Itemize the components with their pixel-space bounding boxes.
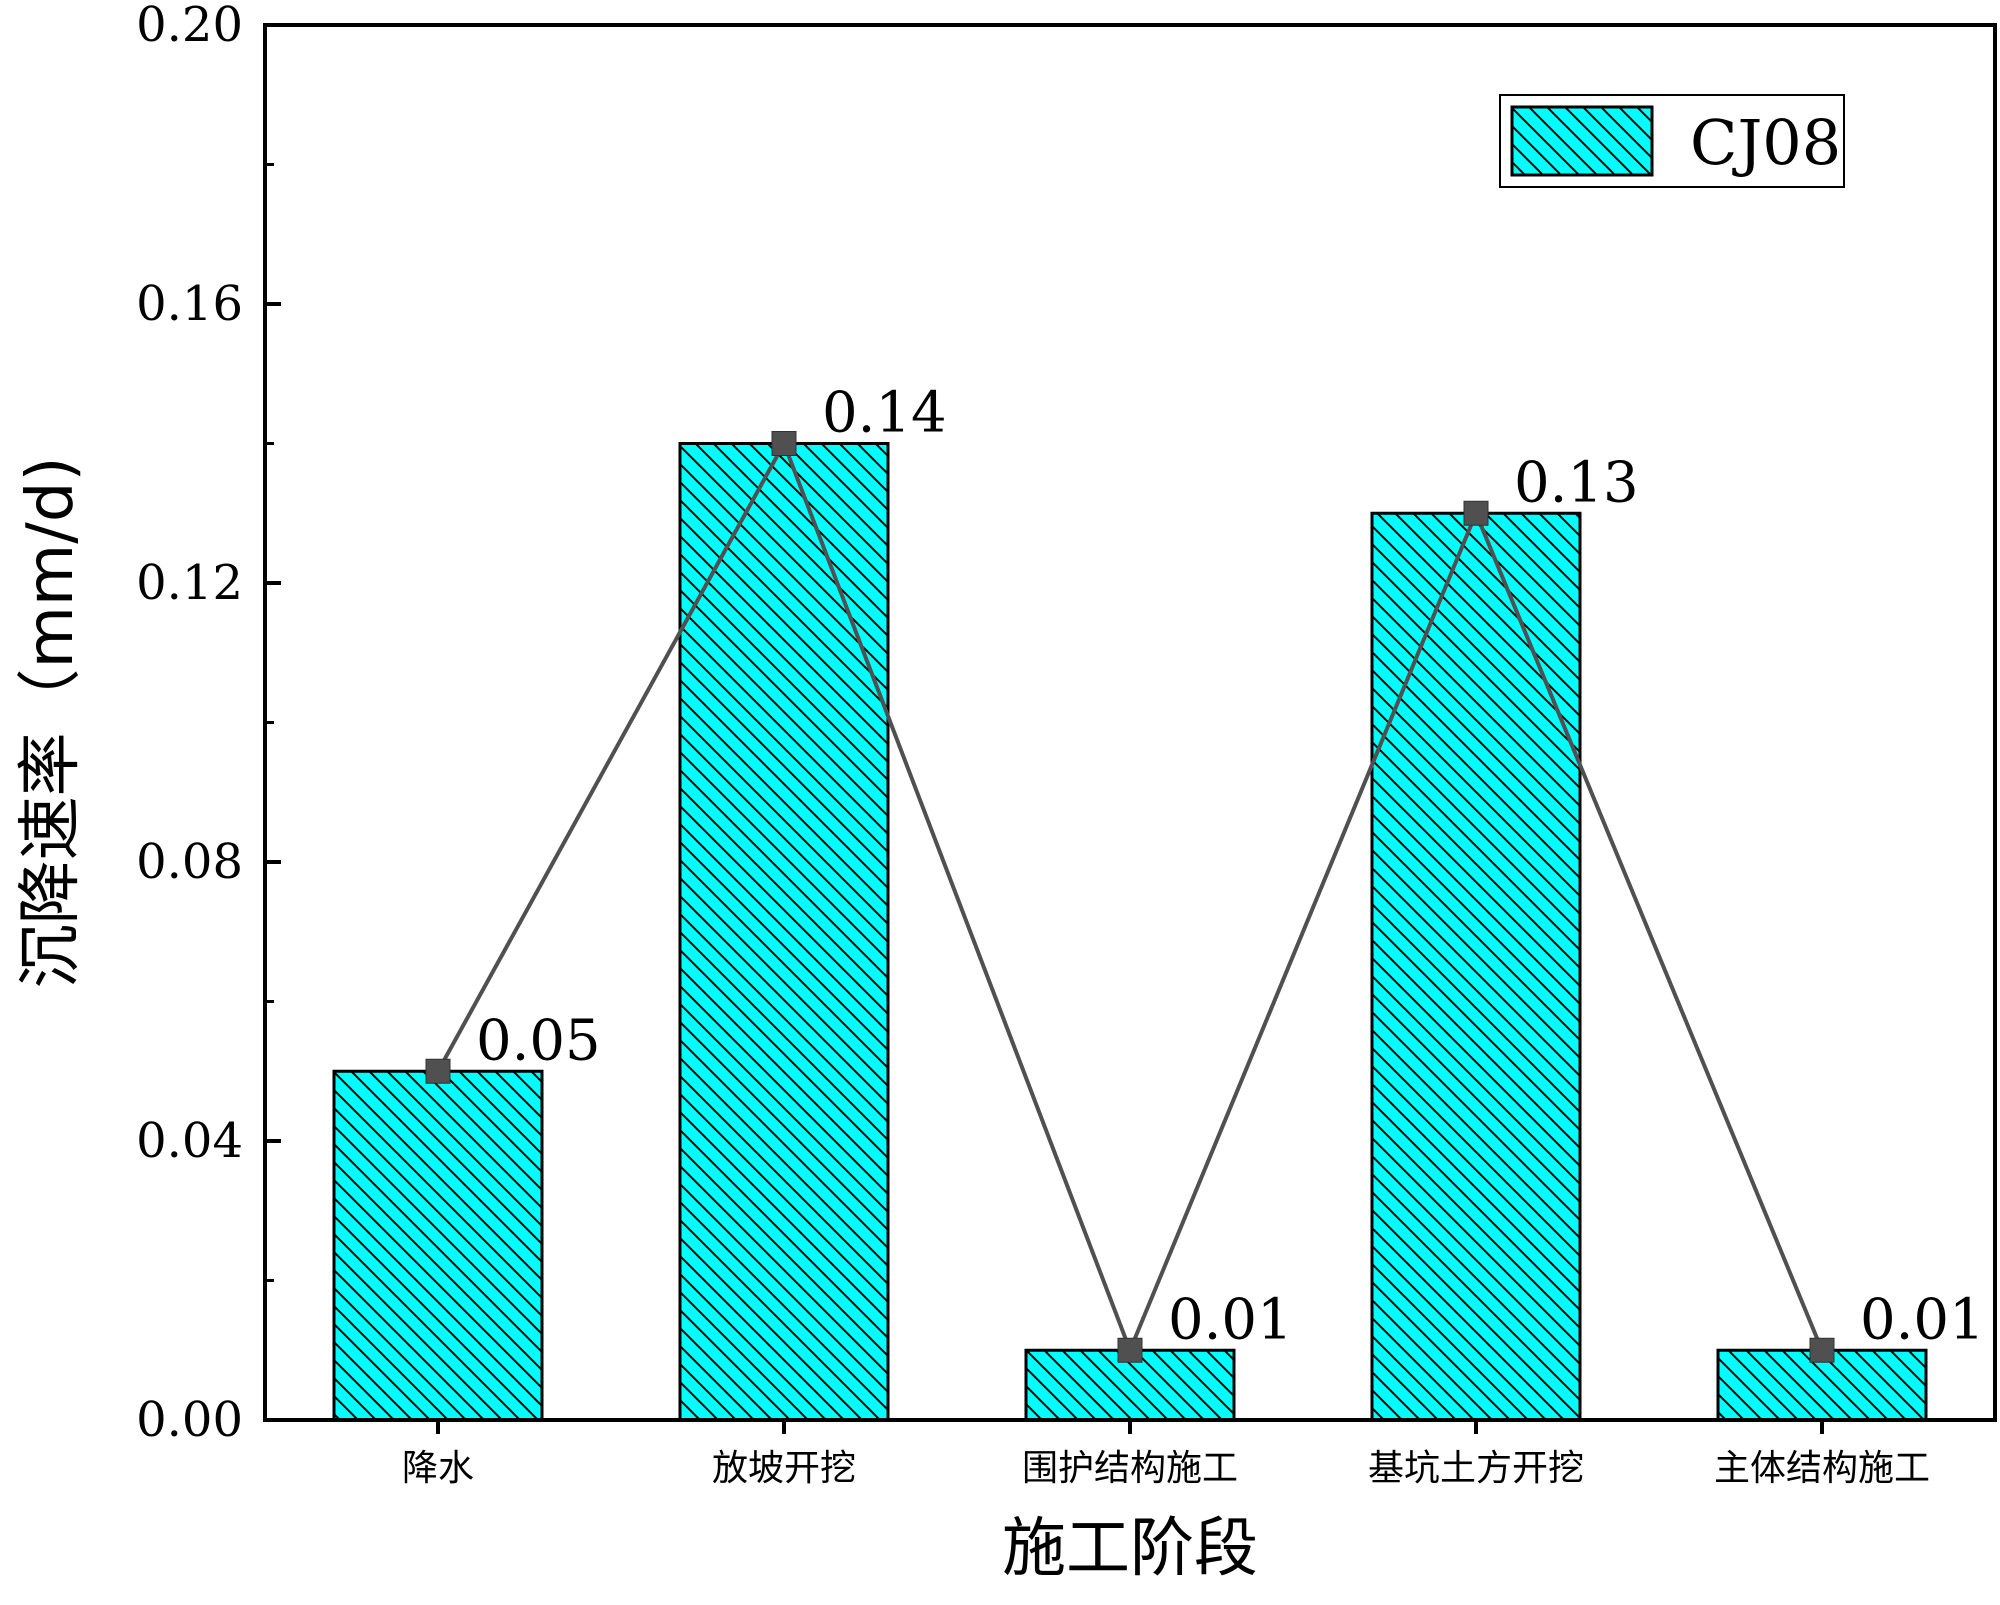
x-tick-label: 围护结构施工 (1022, 1448, 1238, 1489)
data-label-1: 0.14 (822, 381, 947, 446)
data-label-4: 0.01 (1860, 1287, 1985, 1352)
data-labels-group: 0.05 0.14 0.01 0.13 0.01 (476, 381, 1985, 1353)
series-line (436, 438, 1824, 1356)
bar-1 (678, 442, 890, 1422)
y-tick-label: 0.04 (136, 1113, 243, 1169)
legend: CJ08 (1499, 94, 1845, 188)
x-axis-title: 施工阶段 (1002, 1512, 1258, 1586)
x-tick-label: 基坑土方开挖 (1368, 1448, 1584, 1489)
y-tick-label: 0.16 (136, 276, 243, 332)
data-label-0: 0.05 (476, 1008, 601, 1073)
legend-label: CJ08 (1690, 106, 1841, 179)
marker-2 (1117, 1337, 1143, 1363)
bar-0 (332, 1069, 544, 1422)
y-tick-label: 0.08 (136, 834, 243, 890)
y-tick-label: 0.00 (136, 1392, 243, 1448)
legend-swatch (1510, 105, 1654, 177)
markers-group (425, 431, 1835, 1363)
y-axis: 0.00 0.04 0.08 0.12 0.16 0.20 (136, 0, 281, 1448)
series-line-group (436, 438, 1824, 1356)
y-axis-title: 沉降速率（mm/d) (14, 457, 88, 989)
x-tick-label: 放坡开挖 (712, 1448, 856, 1489)
y-tick-label: 0.12 (136, 555, 243, 611)
marker-3 (1463, 500, 1489, 526)
marker-4 (1809, 1337, 1835, 1363)
bars-group (332, 442, 1928, 1422)
x-tick-label: 降水 (402, 1448, 474, 1489)
data-label-2: 0.01 (1168, 1287, 1293, 1352)
marker-1 (771, 431, 797, 456)
data-label-3: 0.13 (1514, 450, 1639, 515)
y-tick-label: 0.20 (136, 0, 243, 53)
bar-3 (1370, 511, 1582, 1422)
x-tick-label: 主体结构施工 (1714, 1448, 1930, 1489)
x-axis: 降水 放坡开挖 围护结构施工 基坑土方开挖 主体结构施工 (402, 1420, 1930, 1489)
marker-0 (425, 1058, 451, 1084)
